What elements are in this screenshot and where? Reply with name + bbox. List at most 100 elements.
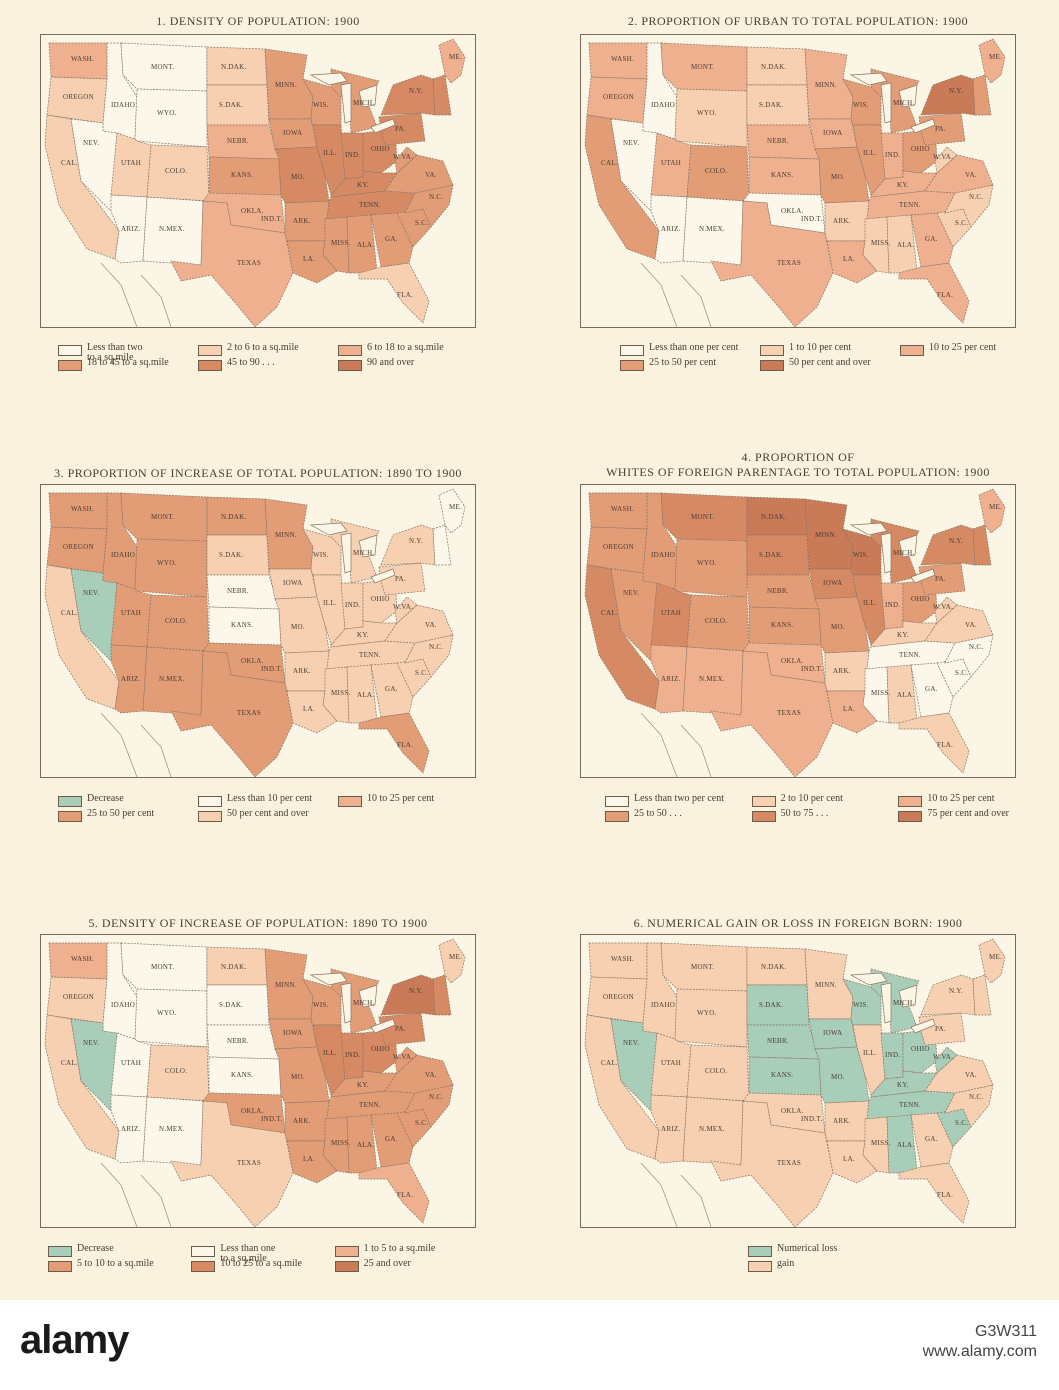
legend-item: 1 to 5 to a sq.mile (334, 1243, 436, 1257)
lake-2 (898, 84, 918, 108)
panel-1-title: 1. DENSITY OF POPULATION: 1900 (156, 14, 360, 28)
legend-item: 25 and over (334, 1258, 411, 1272)
state-label-mo: MO. (291, 173, 305, 181)
state-va (924, 1054, 994, 1094)
state-label-ala: ALA. (897, 241, 914, 249)
panel-6-svg: WASH. OREGON CAL. IDAHO NEV. MONT. WYO. UTAH COL… (584, 938, 1006, 1227)
state-label-la: LA. (303, 255, 315, 263)
state-label-mont: MONT. (691, 63, 714, 71)
state-label-miss: MISS. (871, 239, 891, 247)
legend-item: 2 to 6 to a sq.mile (198, 343, 299, 356)
panel-4-title: 4. PROPORTION OF WHITES OF FOREIGN PAREN… (606, 450, 990, 479)
state-label-wash: WASH. (611, 955, 634, 963)
legend-swatch (48, 1261, 72, 1272)
state-wva (394, 1046, 418, 1074)
state-label-va: VA. (965, 621, 977, 629)
state-wyo (134, 538, 208, 598)
state-label-nev: NEV. (83, 589, 99, 597)
state-label-la: LA. (843, 705, 855, 713)
legend-item: Decrease (58, 794, 124, 807)
state-label-ind: IND. (345, 151, 360, 159)
legend-swatch (620, 360, 644, 371)
legend-label: 25 to 50 . . . (634, 808, 682, 819)
site-url: www.alamy.com (922, 1343, 1037, 1360)
state-label-wva: W.VA. (393, 603, 413, 611)
legend-label: 10 to 25 per cent (929, 342, 997, 353)
state-label-okla: OKLA. (241, 1107, 264, 1115)
state-label-mont: MONT. (691, 513, 714, 521)
state-fla (898, 262, 970, 324)
state-wva (934, 1046, 958, 1074)
state-nev (70, 568, 118, 662)
state-label-kans: KANS. (771, 171, 793, 179)
state-ga (910, 1112, 954, 1168)
state-label-tenn: TENN. (359, 1101, 381, 1109)
state-label-sc: S.C. (415, 1119, 428, 1127)
state-label-minn: MINN. (275, 531, 297, 539)
state-label-indt: IND.T. (261, 665, 283, 673)
state-label-ndak: N.DAK. (221, 963, 247, 971)
state-label-ill: ILL. (863, 599, 877, 607)
state-label-ill: ILL. (323, 149, 337, 157)
state-ky (330, 1070, 398, 1098)
state-fla (358, 1162, 430, 1224)
state-label-wva: W.VA. (933, 603, 953, 611)
state-ne (432, 974, 452, 1016)
state-label-ala: ALA. (897, 691, 914, 699)
lake-0 (849, 522, 888, 536)
state-label-ind: IND. (885, 151, 900, 159)
state-label-kans: KANS. (231, 1071, 253, 1079)
legend-label: 25 and over (363, 1258, 411, 1269)
state-label-nev: NEV. (83, 139, 99, 147)
state-label-ga: GA. (385, 685, 398, 693)
state-label-ndak: N.DAK. (221, 63, 247, 71)
legend-item: 50 per cent and over (760, 358, 871, 371)
state-label-texas: TEXAS (777, 1159, 801, 1167)
panel-5-legend: Decrease Less than one to a sq.mile 1 to 5… (48, 1244, 478, 1284)
state-label-ky: KY. (897, 181, 909, 189)
state-label-nc: N.C. (429, 1093, 443, 1101)
state-label-wyo: WYO. (157, 109, 177, 117)
panel-2-title: 2. PROPORTION OF URBAN TO TOTAL POPULATI… (627, 14, 969, 28)
state-label-fla: FLA. (397, 741, 413, 749)
legend-swatch (748, 1246, 772, 1257)
state-label-oregon: OREGON (603, 543, 634, 551)
state-label-kans: KANS. (771, 621, 793, 629)
legend-item: Numerical loss (748, 1244, 837, 1257)
state-label-idaho: IDAHO (111, 101, 135, 109)
lake-1 (880, 532, 892, 574)
state-label-ny: N.Y. (409, 537, 423, 545)
state-label-nmex: N.MEX. (159, 675, 185, 683)
state-ky (870, 170, 938, 198)
state-ny (920, 74, 976, 116)
state-label-indt: IND.T. (801, 215, 823, 223)
coastline (100, 1162, 172, 1227)
state-label-va: VA. (425, 1071, 437, 1079)
state-label-iowa: IOWA (823, 129, 842, 137)
state-label-utah: UTAH (121, 609, 141, 617)
state-texas (170, 1100, 294, 1227)
legend-item: gain (748, 1259, 794, 1272)
state-fla (898, 712, 970, 774)
state-label-ohio: OHIO (371, 595, 390, 603)
state-nc (944, 184, 994, 228)
state-label-indt: IND.T. (261, 215, 283, 223)
state-label-me: ME. (449, 503, 462, 511)
state-label-ky: KY. (357, 1081, 369, 1089)
legend-item: 50 per cent and over (198, 809, 309, 822)
panel-5-title: 5. DENSITY OF INCREASE OF POPULATION: 18… (88, 916, 428, 930)
state-la (826, 240, 878, 284)
state-label-sdak: S.DAK. (219, 101, 243, 109)
state-label-ky: KY. (897, 1081, 909, 1089)
legend-swatch (760, 345, 784, 356)
state-me (978, 488, 1006, 534)
state-ala (886, 214, 918, 274)
legend-label: 1 to 5 to a sq.mile (363, 1243, 436, 1254)
state-label-va: VA. (965, 171, 977, 179)
legend-swatch (338, 345, 362, 356)
state-label-ohio: OHIO (911, 1045, 930, 1053)
state-label-wash: WASH. (71, 505, 94, 513)
state-label-cal: CAL. (601, 159, 618, 167)
state-label-idaho: IDAHO (111, 1001, 135, 1009)
state-label-kans: KANS. (231, 621, 253, 629)
